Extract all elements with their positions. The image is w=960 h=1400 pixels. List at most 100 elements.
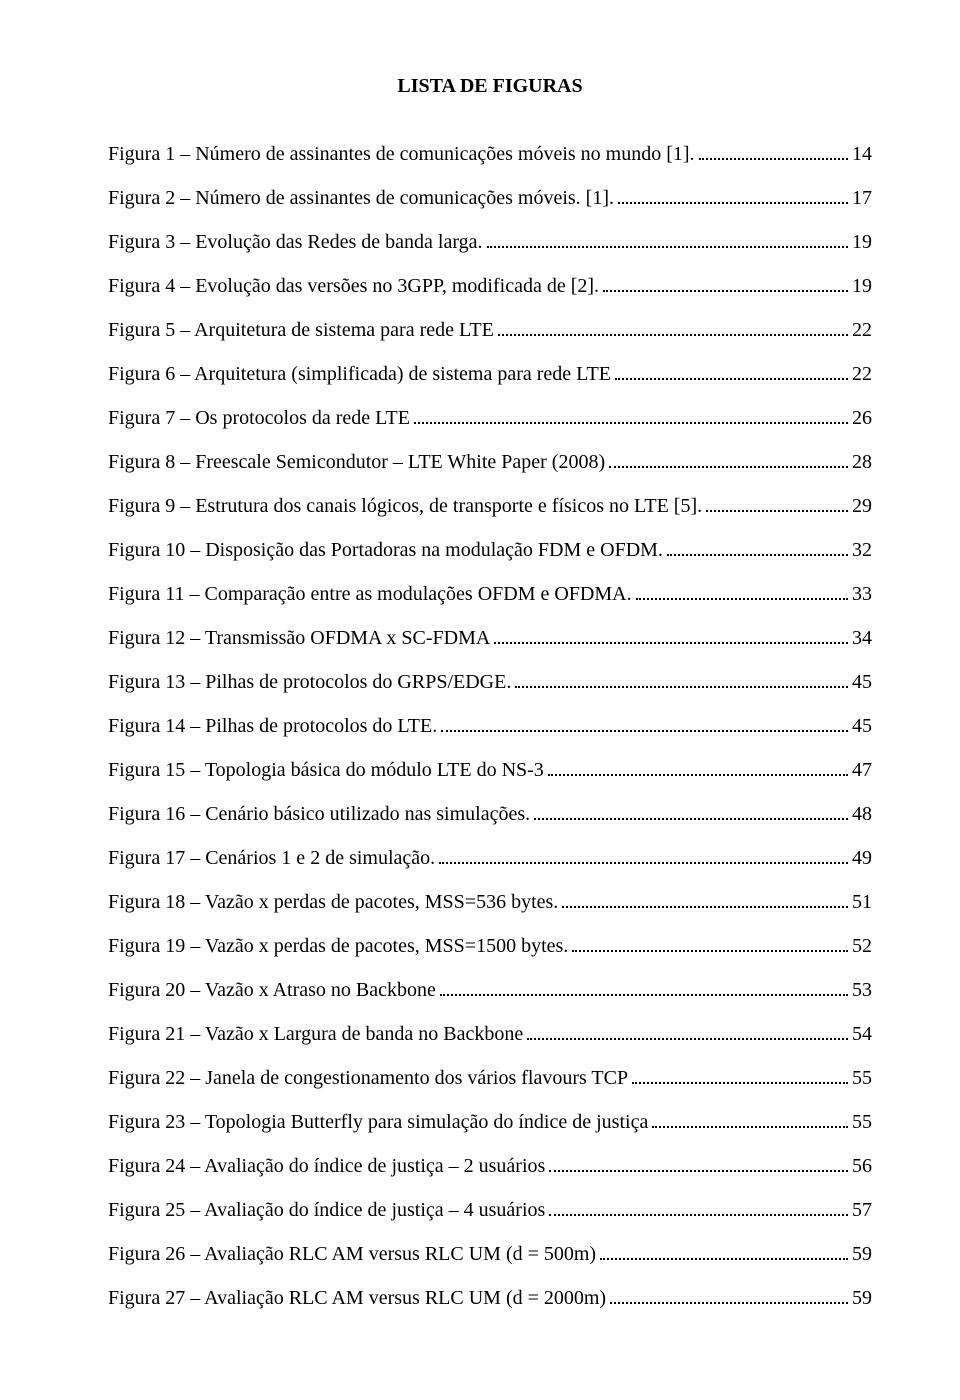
toc-entry: Figura 9 – Estrutura dos canais lógicos,…: [108, 492, 872, 520]
toc-entry: Figura 14 – Pilhas de protocolos do LTE.…: [108, 712, 872, 740]
toc-entry-page: 32: [852, 536, 872, 564]
toc-entry-label: Figura 12 – Transmissão OFDMA x SC-FDMA: [108, 624, 490, 652]
toc-leader-dots: [548, 756, 848, 776]
toc-entry: Figura 20 – Vazão x Atraso no Backbone 53: [108, 976, 872, 1004]
toc-entry-label: Figura 2 – Número de assinantes de comun…: [108, 184, 614, 212]
toc-entry: Figura 22 – Janela de congestionamento d…: [108, 1064, 872, 1092]
toc-entry-label: Figura 7 – Os protocolos da rede LTE: [108, 404, 410, 432]
toc-leader-dots: [439, 844, 848, 864]
toc-leader-dots: [562, 888, 848, 908]
toc-leader-dots: [667, 536, 848, 556]
toc-entry: Figura 15 – Topologia básica do módulo L…: [108, 756, 872, 784]
toc-entry-page: 33: [852, 580, 872, 608]
toc-entry: Figura 24 – Avaliação do índice de justi…: [108, 1152, 872, 1180]
toc-entry-page: 14: [852, 140, 872, 168]
toc-entry-page: 17: [852, 184, 872, 212]
toc-entry-page: 22: [852, 316, 872, 344]
table-of-contents: Figura 1 – Número de assinantes de comun…: [108, 140, 872, 1312]
toc-entry: Figura 26 – Avaliação RLC AM versus RLC …: [108, 1240, 872, 1268]
toc-entry: Figura 6 – Arquitetura (simplificada) de…: [108, 360, 872, 388]
toc-leader-dots: [534, 800, 848, 820]
toc-entry-page: 19: [852, 272, 872, 300]
toc-entry-label: Figura 17 – Cenários 1 e 2 de simulação.: [108, 844, 435, 872]
toc-entry: Figura 7 – Os protocolos da rede LTE26: [108, 404, 872, 432]
toc-leader-dots: [487, 228, 848, 248]
page: LISTA DE FIGURAS Figura 1 – Número de as…: [0, 0, 960, 1400]
toc-entry-label: Figura 20 – Vazão x Atraso no Backbone: [108, 976, 436, 1004]
toc-entry-page: 51: [852, 888, 872, 916]
toc-entry-label: Figura 25 – Avaliação do índice de justi…: [108, 1196, 545, 1224]
toc-leader-dots: [652, 1108, 848, 1128]
toc-leader-dots: [615, 360, 848, 380]
toc-entry: Figura 16 – Cenário básico utilizado nas…: [108, 800, 872, 828]
toc-entry-label: Figura 21 – Vazão x Largura de banda no …: [108, 1020, 523, 1048]
toc-entry-page: 34: [852, 624, 872, 652]
toc-entry-page: 48: [852, 800, 872, 828]
toc-entry-label: Figura 15 – Topologia básica do módulo L…: [108, 756, 544, 784]
toc-entry: Figura 2 – Número de assinantes de comun…: [108, 184, 872, 212]
toc-entry-label: Figura 4 – Evolução das versões no 3GPP,…: [108, 272, 599, 300]
toc-leader-dots: [572, 932, 848, 952]
toc-entry-page: 29: [852, 492, 872, 520]
toc-entry-page: 53: [852, 976, 872, 1004]
toc-entry-label: Figura 19 – Vazão x perdas de pacotes, M…: [108, 932, 568, 960]
toc-leader-dots: [549, 1196, 848, 1216]
toc-leader-dots: [494, 624, 848, 644]
toc-entry-page: 55: [852, 1108, 872, 1136]
toc-entry: Figura 13 – Pilhas de protocolos do GRPS…: [108, 668, 872, 696]
toc-entry-page: 56: [852, 1152, 872, 1180]
toc-leader-dots: [441, 712, 848, 732]
toc-entry-page: 54: [852, 1020, 872, 1048]
toc-entry-label: Figura 6 – Arquitetura (simplificada) de…: [108, 360, 611, 388]
toc-leader-dots: [609, 448, 848, 468]
toc-leader-dots: [414, 404, 848, 424]
toc-entry-page: 22: [852, 360, 872, 388]
toc-entry-label: Figura 3 – Evolução das Redes de banda l…: [108, 228, 483, 256]
toc-leader-dots: [515, 668, 848, 688]
toc-entry: Figura 25 – Avaliação do índice de justi…: [108, 1196, 872, 1224]
toc-entry: Figura 18 – Vazão x perdas de pacotes, M…: [108, 888, 872, 916]
toc-entry-label: Figura 9 – Estrutura dos canais lógicos,…: [108, 492, 702, 520]
page-title: LISTA DE FIGURAS: [108, 72, 872, 100]
toc-leader-dots: [440, 976, 848, 996]
toc-leader-dots: [699, 140, 848, 160]
toc-entry-label: Figura 13 – Pilhas de protocolos do GRPS…: [108, 668, 511, 696]
toc-leader-dots: [549, 1152, 848, 1172]
toc-entry-page: 45: [852, 668, 872, 696]
toc-entry-page: 49: [852, 844, 872, 872]
toc-leader-dots: [603, 272, 848, 292]
toc-leader-dots: [527, 1020, 848, 1040]
toc-leader-dots: [498, 316, 848, 336]
toc-entry-label: Figura 26 – Avaliação RLC AM versus RLC …: [108, 1240, 596, 1268]
toc-entry: Figura 21 – Vazão x Largura de banda no …: [108, 1020, 872, 1048]
toc-entry-label: Figura 14 – Pilhas de protocolos do LTE.: [108, 712, 437, 740]
toc-entry-label: Figura 22 – Janela de congestionamento d…: [108, 1064, 628, 1092]
toc-leader-dots: [600, 1240, 848, 1260]
toc-entry-label: Figura 18 – Vazão x perdas de pacotes, M…: [108, 888, 558, 916]
toc-entry: Figura 23 – Topologia Butterfly para sim…: [108, 1108, 872, 1136]
toc-entry-page: 57: [852, 1196, 872, 1224]
toc-entry-label: Figura 23 – Topologia Butterfly para sim…: [108, 1108, 648, 1136]
toc-leader-dots: [632, 1064, 848, 1084]
toc-entry-label: Figura 8 – Freescale Semicondutor – LTE …: [108, 448, 605, 476]
toc-entry: Figura 5 – Arquitetura de sistema para r…: [108, 316, 872, 344]
toc-entry-label: Figura 16 – Cenário básico utilizado nas…: [108, 800, 530, 828]
toc-entry-page: 45: [852, 712, 872, 740]
toc-entry-page: 52: [852, 932, 872, 960]
toc-entry-page: 59: [852, 1240, 872, 1268]
toc-entry: Figura 1 – Número de assinantes de comun…: [108, 140, 872, 168]
toc-entry-label: Figura 10 – Disposição das Portadoras na…: [108, 536, 663, 564]
toc-entry: Figura 19 – Vazão x perdas de pacotes, M…: [108, 932, 872, 960]
toc-leader-dots: [610, 1284, 848, 1304]
toc-entry: Figura 10 – Disposição das Portadoras na…: [108, 536, 872, 564]
toc-entry: Figura 12 – Transmissão OFDMA x SC-FDMA 3…: [108, 624, 872, 652]
toc-entry-page: 55: [852, 1064, 872, 1092]
toc-entry-label: Figura 11 – Comparação entre as modulaçõ…: [108, 580, 632, 608]
toc-entry: Figura 11 – Comparação entre as modulaçõ…: [108, 580, 872, 608]
toc-entry: Figura 4 – Evolução das versões no 3GPP,…: [108, 272, 872, 300]
toc-entry-label: Figura 1 – Número de assinantes de comun…: [108, 140, 695, 168]
toc-entry-page: 47: [852, 756, 872, 784]
toc-leader-dots: [706, 492, 848, 512]
toc-entry: Figura 3 – Evolução das Redes de banda l…: [108, 228, 872, 256]
toc-entry-page: 19: [852, 228, 872, 256]
